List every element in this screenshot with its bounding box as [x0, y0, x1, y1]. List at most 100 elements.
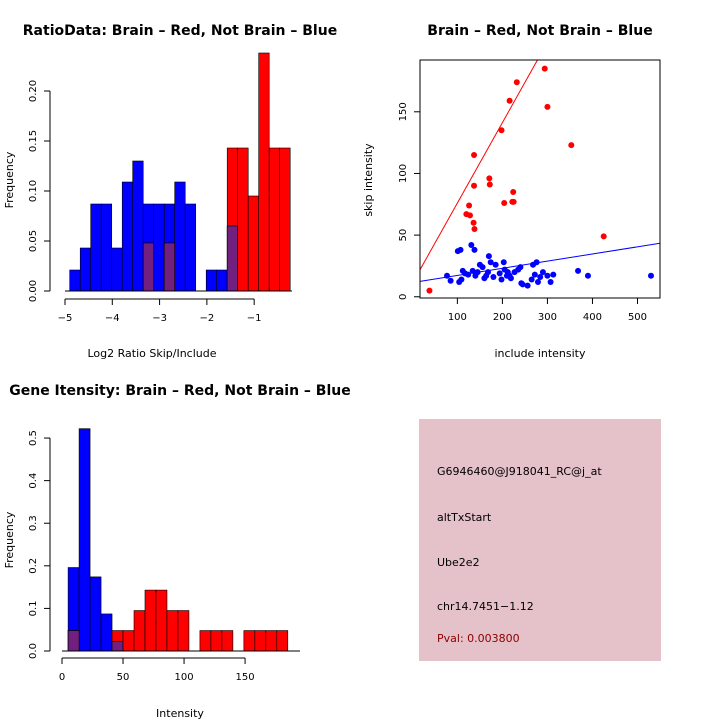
histogram-bar-not-brain — [79, 247, 92, 292]
not-brain-point — [524, 282, 531, 289]
brain-point — [568, 142, 575, 149]
not-brain-point — [484, 269, 491, 276]
ratio-histogram-x-axis: −5 −4 −3 −2 −1 — [58, 298, 262, 324]
intensity-histogram-panel: Gene Itensity: Brain – Red, Not Brain – … — [3, 383, 351, 720]
not-brain-point — [534, 278, 541, 285]
histogram-bar-brain — [243, 630, 256, 652]
scatter-y-axis: 0 50 100 150 — [398, 102, 421, 300]
not-brain-point — [457, 246, 464, 253]
brain-point — [498, 127, 505, 134]
x-tick-label: −5 — [58, 313, 73, 324]
not-brain-point — [496, 270, 503, 277]
info-panel-background — [419, 419, 661, 661]
not-brain-point — [487, 259, 494, 266]
not-brain-point — [474, 269, 481, 276]
histogram-bar-brain — [265, 630, 278, 652]
brain-point — [466, 202, 473, 209]
brain-point — [510, 188, 517, 195]
not-brain-point — [471, 246, 478, 253]
not-brain-point — [490, 274, 497, 281]
histogram-bar-brain — [144, 589, 157, 652]
brain-point — [501, 200, 508, 207]
brain-point — [600, 233, 607, 240]
y-tick-label: 0.20 — [28, 80, 39, 102]
not-brain-point — [647, 272, 654, 279]
ratio-histogram-ylabel: Frequency — [3, 151, 16, 208]
x-tick-label: −1 — [247, 313, 262, 324]
y-tick-label: 0.15 — [28, 130, 39, 152]
histogram-bar-not-brain — [132, 160, 144, 292]
not-brain-point — [550, 271, 557, 278]
brain-point — [541, 65, 548, 72]
pval-text: Pval: 0.003800 — [437, 632, 520, 645]
y-tick-label: 0.00 — [28, 280, 39, 302]
brain-point — [486, 181, 493, 188]
location-text: chr14.7451−1.12 — [437, 600, 534, 613]
histogram-bar-brain — [247, 195, 260, 292]
brain-point — [466, 212, 473, 219]
ratio-histogram-y-axis: 0.00 0.05 0.10 0.15 0.20 — [28, 80, 51, 302]
x-tick-label: 150 — [236, 672, 255, 683]
not-brain-point — [465, 271, 472, 278]
not-brain-point — [575, 267, 582, 274]
x-tick-label: 0 — [59, 672, 65, 683]
histogram-bar-brain — [268, 147, 281, 292]
histogram-bar-not-brain — [174, 181, 186, 292]
brain-point — [510, 198, 517, 205]
not-brain-point — [528, 276, 535, 283]
y-tick-label: 0.05 — [28, 230, 39, 252]
scatter-xlabel: include intensity — [494, 347, 586, 360]
intensity-histogram-xlabel: Intensity — [156, 707, 204, 720]
not-brain-point — [447, 277, 454, 284]
histogram-bar-brain — [122, 630, 135, 652]
info-panel: G6946460@J918041_RC@j_at altTxStart Ube2… — [419, 419, 661, 661]
not-brain-fit-line — [420, 242, 660, 282]
brain-fit-line — [420, 60, 539, 271]
y-tick-label: 0.5 — [28, 430, 39, 446]
y-tick-label: 0.1 — [28, 600, 39, 616]
x-tick-label: 400 — [583, 312, 602, 323]
brain-point — [506, 97, 513, 104]
scatter-title: Brain – Red, Not Brain – Blue — [427, 23, 652, 39]
histogram-bar-overlap — [111, 641, 124, 652]
histogram-bar-brain — [254, 630, 267, 652]
event-type-text: altTxStart — [437, 511, 492, 524]
not-brain-point — [492, 261, 499, 268]
y-tick-label: 0.3 — [28, 515, 39, 531]
not-brain-point — [485, 253, 492, 260]
not-brain-point — [537, 274, 544, 281]
histogram-bar-not-brain — [69, 269, 81, 292]
scatter-panel: Brain – Red, Not Brain – Blue 100 200 300 4… — [362, 23, 661, 360]
x-tick-label: −4 — [105, 313, 120, 324]
x-tick-label: −2 — [200, 313, 215, 324]
histogram-bar-brain — [258, 52, 270, 292]
histogram-bar-overlap — [142, 242, 155, 292]
y-tick-label: 0 — [398, 294, 409, 300]
intensity-histogram-bars — [67, 428, 289, 652]
y-tick-label: 0.4 — [28, 473, 39, 489]
y-tick-label: 0.2 — [28, 558, 39, 574]
histogram-bar-brain — [210, 630, 223, 652]
scatter-fit-lines — [420, 60, 660, 282]
histogram-bar-not-brain — [78, 428, 91, 652]
not-brain-point — [547, 278, 554, 285]
not-brain-point — [458, 276, 465, 283]
histogram-bar-not-brain — [100, 613, 113, 652]
x-tick-label: 300 — [538, 312, 557, 323]
x-tick-label: 100 — [175, 672, 194, 683]
intensity-histogram-title: Gene Itensity: Brain – Red, Not Brain – … — [9, 383, 351, 399]
ratio-histogram-bars — [69, 52, 291, 292]
histogram-bar-brain — [276, 630, 289, 652]
histogram-bar-not-brain — [111, 247, 123, 292]
y-tick-label: 50 — [398, 229, 409, 242]
not-brain-point — [444, 272, 451, 279]
brain-point — [470, 219, 477, 226]
not-brain-point — [539, 269, 546, 276]
brain-point — [486, 175, 493, 182]
not-brain-point — [531, 271, 538, 278]
brain-point — [426, 287, 433, 294]
histogram-bar-brain — [133, 610, 146, 652]
histogram-bar-not-brain — [121, 181, 134, 292]
histogram-bar-not-brain — [100, 203, 113, 292]
